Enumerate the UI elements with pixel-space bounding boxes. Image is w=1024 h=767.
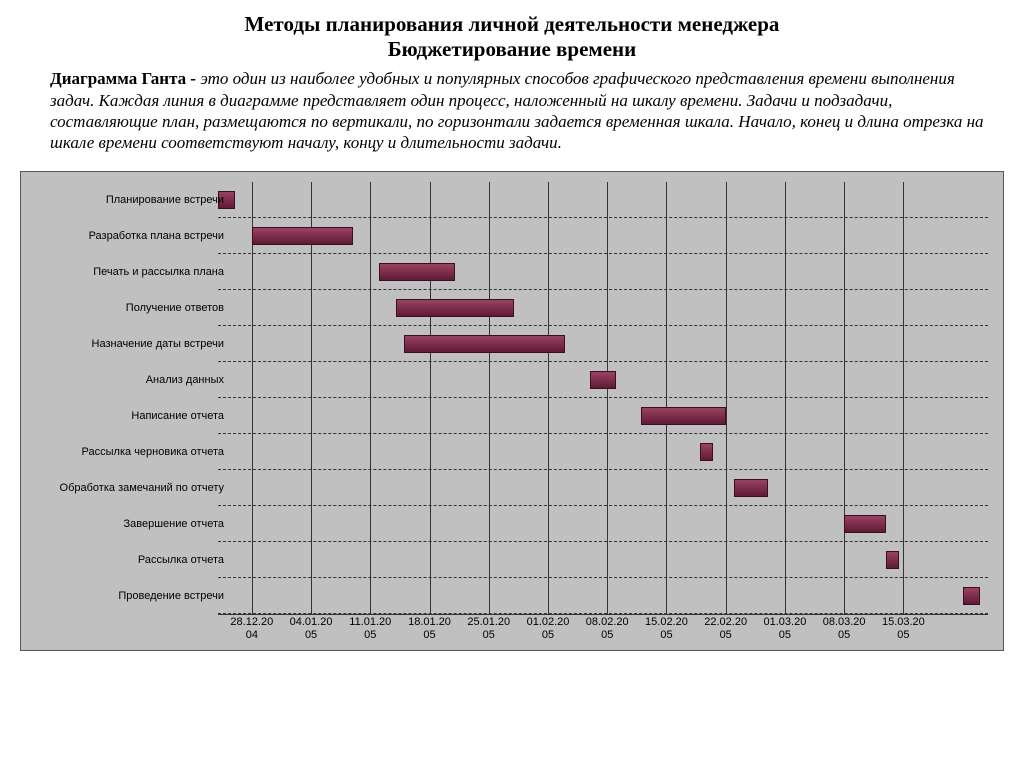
x-axis-label: 04.01.2005 — [283, 616, 339, 641]
gantt-x-axis: 28.12.200404.01.200511.01.200518.01.2005… — [218, 616, 988, 646]
description-paragraph: Диаграмма Ганта - это один из наиболее у… — [20, 68, 1004, 153]
gantt-row — [218, 254, 988, 290]
gantt-bar — [590, 371, 615, 389]
gantt-bar — [734, 479, 768, 497]
gantt-row — [218, 182, 988, 218]
gantt-row — [218, 326, 988, 362]
task-label: Печать и рассылка плана — [28, 266, 224, 278]
title-line-2: Бюджетирование времени — [388, 37, 636, 61]
task-label: Анализ данных — [28, 374, 224, 386]
gantt-row — [218, 290, 988, 326]
task-label: Назначение даты встречи — [28, 338, 224, 350]
gantt-bar — [404, 335, 565, 353]
gantt-chart: 28.12.200404.01.200511.01.200518.01.2005… — [21, 172, 1003, 650]
desc-dash: - — [186, 69, 200, 88]
gantt-plot-area — [218, 182, 988, 614]
x-axis-baseline — [218, 614, 988, 615]
gantt-bar — [396, 299, 514, 317]
gantt-chart-frame: 28.12.200404.01.200511.01.200518.01.2005… — [20, 171, 1004, 651]
task-label: Разработка плана встречи — [28, 230, 224, 242]
page-title: Методы планирования личной деятельности … — [20, 12, 1004, 62]
task-label: Планирование встречи — [28, 194, 224, 206]
gantt-bar — [641, 407, 726, 425]
gantt-row — [218, 578, 988, 614]
x-axis-label: 18.01.2005 — [402, 616, 458, 641]
gantt-bar — [886, 551, 899, 569]
title-line-1: Методы планирования личной деятельности … — [245, 12, 780, 36]
task-label: Написание отчета — [28, 410, 224, 422]
gantt-bar — [379, 263, 455, 281]
gantt-row — [218, 470, 988, 506]
task-label: Рассылка черновика отчета — [28, 446, 224, 458]
gantt-bar — [700, 443, 713, 461]
task-label: Обработка замечаний по отчету — [28, 482, 224, 494]
x-axis-label: 08.02.2005 — [579, 616, 635, 641]
task-label: Получение ответов — [28, 302, 224, 314]
x-axis-label: 28.12.2004 — [224, 616, 280, 641]
x-axis-label: 11.01.2005 — [342, 616, 398, 641]
x-axis-label: 22.02.2005 — [698, 616, 754, 641]
gantt-bar — [963, 587, 980, 605]
desc-lead: Диаграмма Ганта — [50, 69, 186, 88]
task-label: Завершение отчета — [28, 518, 224, 530]
x-axis-label: 25.01.2005 — [461, 616, 517, 641]
task-label: Рассылка отчета — [28, 554, 224, 566]
gantt-row — [218, 434, 988, 470]
x-axis-label: 15.02.2005 — [638, 616, 694, 641]
x-axis-label: 15.03.2005 — [875, 616, 931, 641]
x-axis-label: 01.03.2005 — [757, 616, 813, 641]
x-axis-label: 08.03.2005 — [816, 616, 872, 641]
task-label: Проведение встречи — [28, 590, 224, 602]
gantt-row — [218, 542, 988, 578]
x-axis-label: 01.02.2005 — [520, 616, 576, 641]
gantt-bar — [844, 515, 886, 533]
gantt-row — [218, 398, 988, 434]
gantt-bar — [252, 227, 354, 245]
